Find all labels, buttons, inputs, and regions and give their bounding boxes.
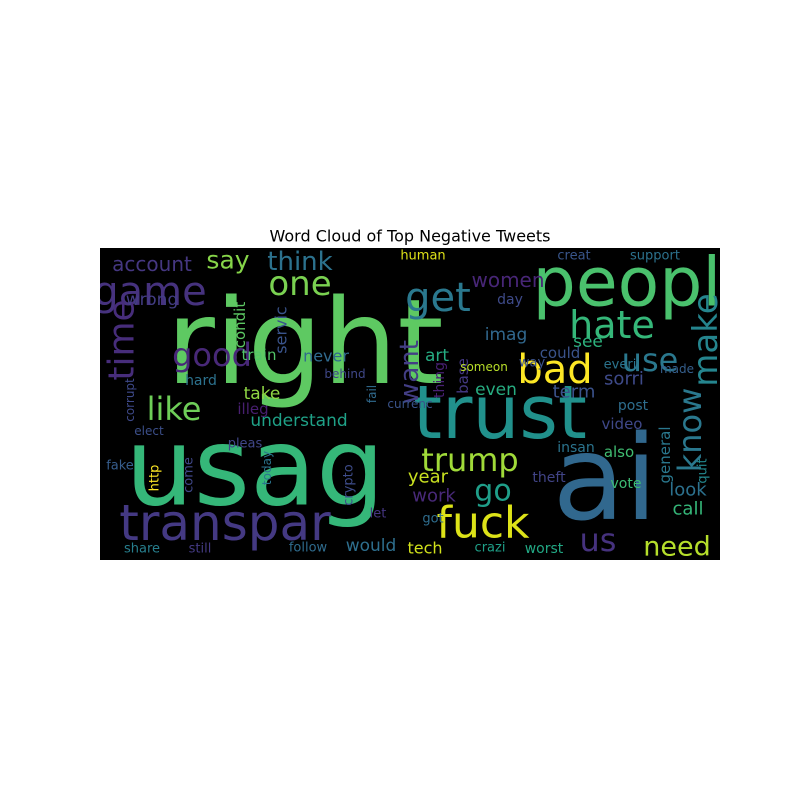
word: fake: [106, 459, 134, 474]
word: peopl: [533, 244, 722, 323]
word: go: [474, 474, 511, 509]
word: say: [206, 246, 249, 275]
word: base: [454, 358, 472, 394]
word: hard: [185, 373, 217, 389]
word: follow: [289, 541, 328, 556]
word: let: [370, 507, 387, 522]
word: call: [673, 499, 704, 520]
word: take: [244, 384, 281, 404]
word: condit: [231, 302, 249, 349]
word: want: [395, 340, 425, 404]
word: creat: [557, 249, 590, 264]
word: behind: [324, 367, 365, 381]
word: elect: [134, 424, 164, 438]
word: servic: [272, 306, 291, 353]
word: wrong: [126, 290, 179, 310]
word: year: [408, 467, 449, 488]
word: use: [622, 341, 679, 379]
word: could: [540, 344, 581, 362]
word: http: [148, 465, 163, 492]
word: trust: [413, 370, 587, 456]
word: time: [102, 299, 143, 380]
word: day: [497, 292, 523, 308]
word: today: [260, 451, 274, 485]
word: see: [573, 332, 603, 352]
word: fuck: [436, 498, 530, 549]
word: currenc: [387, 397, 432, 411]
cloud-background: [100, 248, 720, 560]
word: understand: [250, 411, 347, 431]
word: corrupt: [123, 378, 137, 422]
word: quit: [696, 458, 711, 483]
word: pleas: [228, 437, 263, 452]
word: come: [182, 457, 197, 493]
word: imag: [485, 325, 528, 345]
word: usag: [125, 406, 384, 531]
word: post: [618, 398, 649, 414]
word: everi: [604, 358, 637, 373]
word: crypto: [342, 464, 357, 506]
word: game: [93, 269, 206, 315]
word: fail: [365, 385, 379, 403]
word: term: [553, 382, 596, 403]
word: women: [471, 268, 544, 292]
word: one: [268, 264, 331, 304]
word: us: [580, 521, 617, 559]
word: ai: [552, 409, 657, 547]
word: someon: [460, 360, 508, 374]
word: support: [630, 249, 680, 264]
word: get: [405, 275, 471, 321]
chart-title: Word Cloud of Top Negative Tweets: [270, 227, 551, 246]
word: human: [400, 249, 445, 264]
word: illeg: [237, 400, 268, 418]
word: bad: [517, 347, 592, 393]
word: also: [604, 443, 634, 461]
word: video: [602, 415, 643, 433]
word: made: [660, 362, 694, 376]
word: thing: [432, 362, 448, 398]
word: vote: [611, 476, 642, 492]
word: hate: [569, 303, 655, 347]
word: need: [643, 532, 710, 563]
word: never: [303, 347, 349, 366]
word: like: [147, 390, 202, 428]
word: insan: [557, 440, 595, 456]
word: theft: [532, 470, 566, 486]
word: crazi: [475, 541, 506, 556]
word: think: [267, 247, 332, 277]
word: worst: [525, 541, 564, 557]
word: train: [242, 346, 277, 364]
word: got: [422, 512, 443, 527]
word: right: [166, 273, 443, 411]
word: share: [124, 542, 160, 557]
word: would: [346, 536, 397, 556]
word: tech: [407, 539, 442, 558]
word: way: [519, 356, 546, 371]
word: work: [412, 486, 456, 507]
word: look: [669, 480, 707, 501]
word: account: [112, 252, 192, 276]
word: transpar: [119, 494, 331, 552]
word: make: [686, 293, 726, 386]
word: good: [172, 336, 252, 374]
word: sorri: [604, 369, 644, 390]
word: art: [425, 346, 449, 366]
word: know: [671, 388, 709, 473]
word: even: [475, 380, 517, 400]
word: general: [656, 426, 674, 483]
word: still: [189, 542, 212, 557]
word: trump: [421, 441, 518, 479]
